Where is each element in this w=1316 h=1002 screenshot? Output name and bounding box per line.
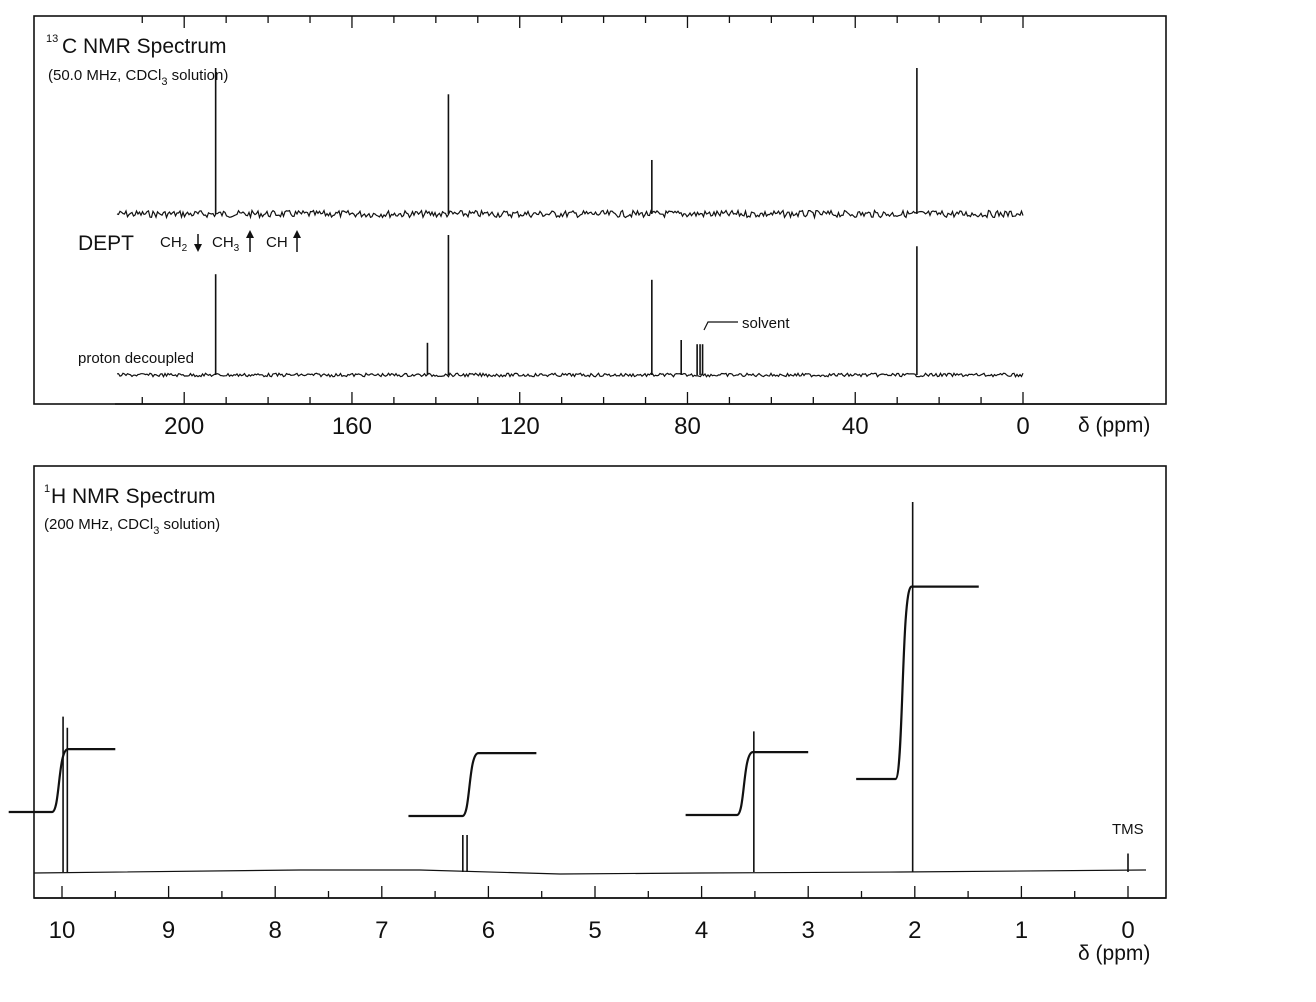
tms-annotation: TMS xyxy=(1112,821,1144,838)
dept-legend-ch2: CH2 xyxy=(160,234,188,254)
h1-integral xyxy=(685,751,809,817)
h1-baseline xyxy=(33,869,1147,875)
solvent-annotation: solvent xyxy=(742,315,790,332)
h1-tick-label: 7 xyxy=(375,917,388,944)
c13-tick-label: 160 xyxy=(332,413,372,440)
c13-panel: 13 C NMR Spectrum (50.0 MHz, CDCl3 solut… xyxy=(33,15,1167,440)
c13-tick-label: 120 xyxy=(500,413,540,440)
h1-tick-label: 2 xyxy=(908,917,921,944)
dept-label: DEPT xyxy=(78,232,134,255)
dept-legend: CH2 CH3 CH xyxy=(160,230,301,254)
h1-tick-label: 1 xyxy=(1015,917,1028,944)
proton-decoupled-label: proton decoupled xyxy=(78,350,194,367)
c13-tick-label: 40 xyxy=(842,413,869,440)
h1-title: H NMR Spectrum xyxy=(51,485,216,508)
h1-tick-label: 6 xyxy=(482,917,495,944)
solvent-leader xyxy=(703,321,738,331)
dept-legend-ch: CH xyxy=(266,234,288,251)
arrow-down-icon xyxy=(194,234,202,252)
c13-xlabel: δ (ppm) xyxy=(1078,414,1150,437)
dept-baseline xyxy=(116,208,1024,220)
decoupled-baseline xyxy=(116,371,1024,379)
c13-title-superscript: 13 xyxy=(46,33,58,45)
h1-tick-label: 3 xyxy=(802,917,815,944)
dept-legend-ch3: CH3 xyxy=(212,234,240,254)
h1-tick-label: 4 xyxy=(695,917,708,944)
h1-panel: 1 H NMR Spectrum (200 MHz, CDCl3 solutio… xyxy=(8,465,1167,965)
c13-tick-label: 80 xyxy=(674,413,701,440)
arrow-up-icon xyxy=(293,230,301,252)
c13-spectra xyxy=(116,68,1024,379)
h1-tick-label: 8 xyxy=(269,917,282,944)
h1-subtitle: (200 MHz, CDCl3 solution) xyxy=(44,516,220,537)
h1-tick-label: 9 xyxy=(162,917,175,944)
arrow-up-icon xyxy=(246,230,254,252)
c13-title: C NMR Spectrum xyxy=(62,35,227,58)
h1-integral xyxy=(8,748,116,814)
h1-tick-label: 5 xyxy=(588,917,601,944)
h1-tick-label: 10 xyxy=(49,917,76,944)
h1-tick-label: 0 xyxy=(1121,917,1134,944)
h1-integral xyxy=(408,752,537,818)
h1-spectrum xyxy=(8,502,1147,875)
c13-x-axis: 200 160 120 80 40 0 xyxy=(115,16,1150,440)
h1-integral xyxy=(856,585,979,781)
h1-title-superscript: 1 xyxy=(44,483,50,495)
h1-xlabel: δ (ppm) xyxy=(1078,942,1150,965)
h1-x-axis: 10 9 8 7 6 5 4 3 2 1 0 xyxy=(34,886,1166,944)
c13-tick-label: 200 xyxy=(164,413,204,440)
c13-tick-label: 0 xyxy=(1016,413,1029,440)
c13-subtitle: (50.0 MHz, CDCl3 solution) xyxy=(48,67,228,88)
